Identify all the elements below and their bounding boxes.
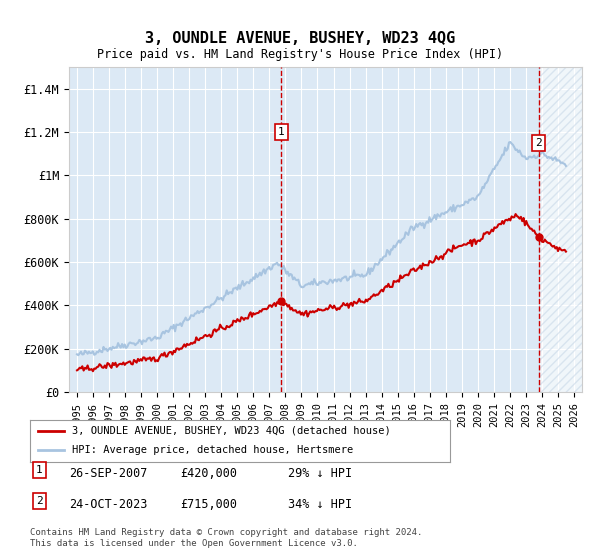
Text: £420,000: £420,000 <box>180 466 237 480</box>
Text: 29% ↓ HPI: 29% ↓ HPI <box>288 466 352 480</box>
Text: £715,000: £715,000 <box>180 497 237 511</box>
Text: 34% ↓ HPI: 34% ↓ HPI <box>288 497 352 511</box>
Bar <box>539 67 582 392</box>
Text: 24-OCT-2023: 24-OCT-2023 <box>69 497 148 511</box>
Text: 2: 2 <box>535 138 542 148</box>
Text: Price paid vs. HM Land Registry's House Price Index (HPI): Price paid vs. HM Land Registry's House … <box>97 48 503 60</box>
Text: 1: 1 <box>36 465 43 475</box>
Text: 2: 2 <box>36 496 43 506</box>
Text: 3, OUNDLE AVENUE, BUSHEY, WD23 4QG (detached house): 3, OUNDLE AVENUE, BUSHEY, WD23 4QG (deta… <box>72 426 391 436</box>
Bar <box>539 67 582 392</box>
Text: 3, OUNDLE AVENUE, BUSHEY, WD23 4QG: 3, OUNDLE AVENUE, BUSHEY, WD23 4QG <box>145 31 455 46</box>
Text: 26-SEP-2007: 26-SEP-2007 <box>69 466 148 480</box>
Text: 1: 1 <box>278 127 284 137</box>
Text: Contains HM Land Registry data © Crown copyright and database right 2024.
This d: Contains HM Land Registry data © Crown c… <box>30 528 422 548</box>
Text: HPI: Average price, detached house, Hertsmere: HPI: Average price, detached house, Hert… <box>72 445 353 455</box>
